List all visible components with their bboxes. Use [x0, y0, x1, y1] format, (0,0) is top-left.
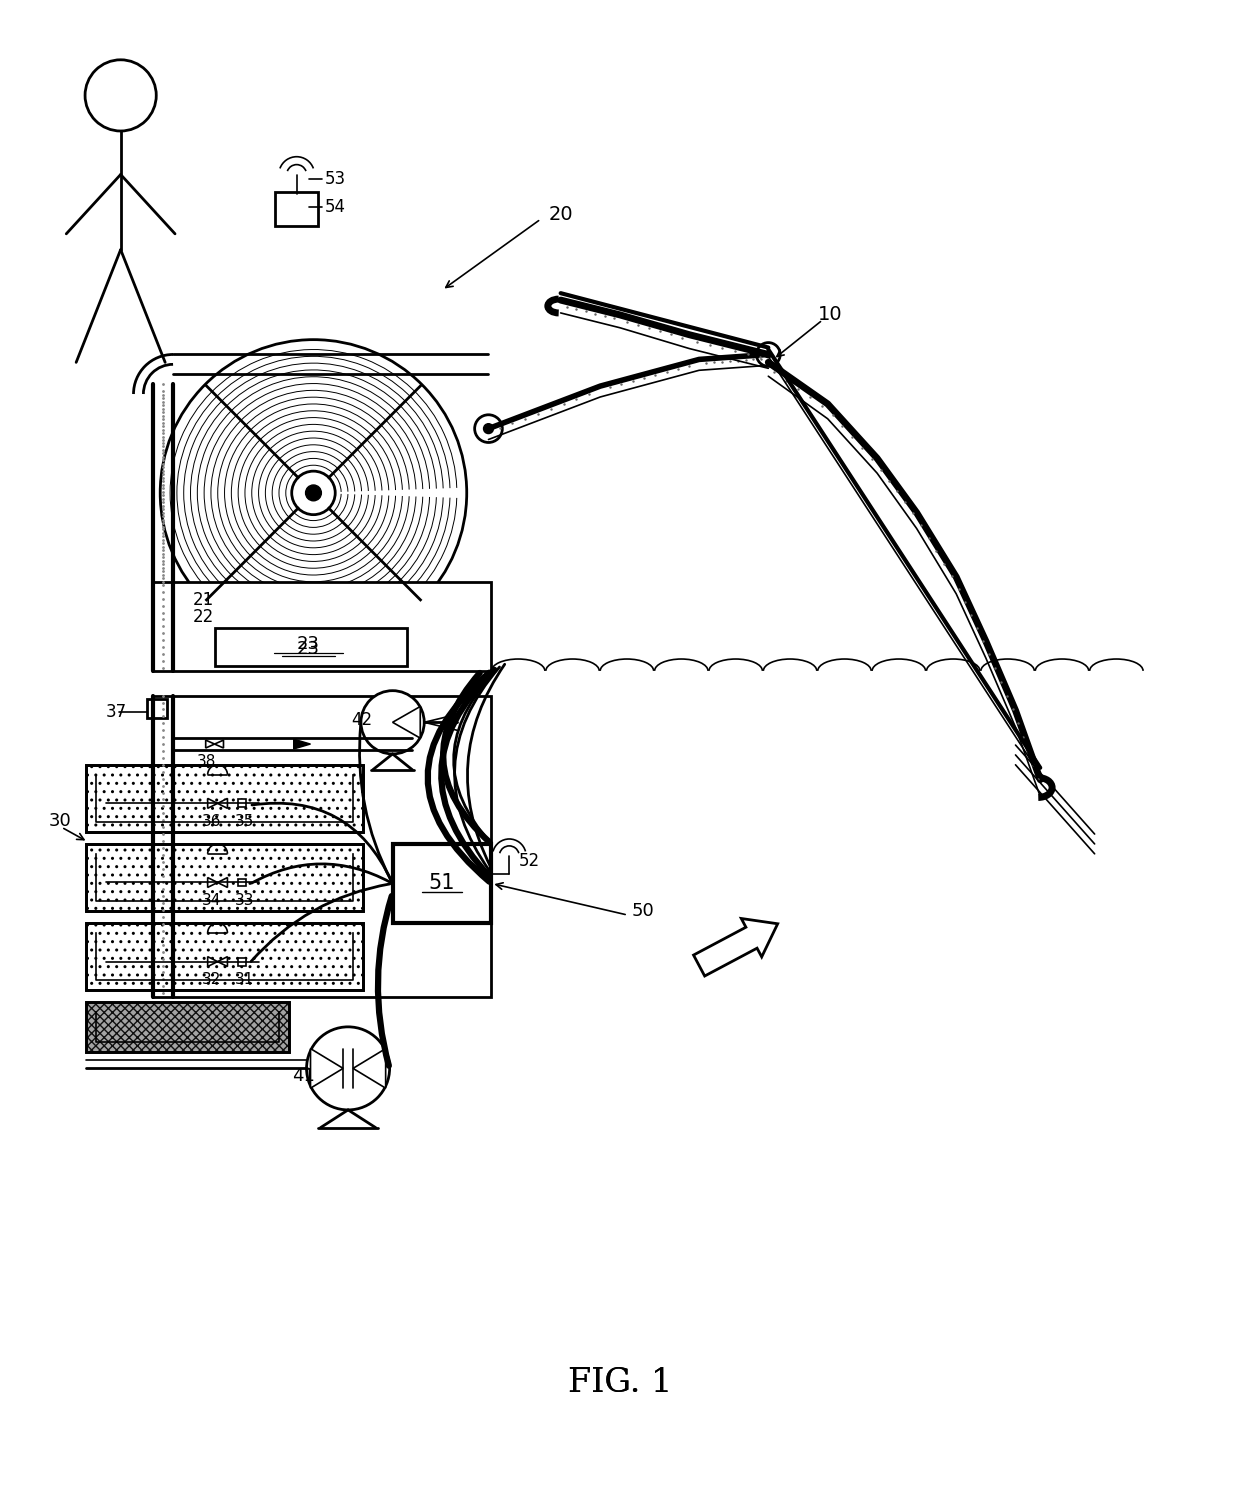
- Polygon shape: [217, 878, 227, 887]
- Bar: [238, 878, 247, 887]
- Polygon shape: [207, 957, 217, 966]
- Circle shape: [361, 691, 424, 753]
- Polygon shape: [217, 957, 227, 966]
- Text: 54: 54: [325, 198, 346, 216]
- Bar: [393, 843, 491, 923]
- Text: 52: 52: [520, 852, 541, 870]
- Bar: [86, 843, 363, 911]
- Polygon shape: [353, 1049, 386, 1088]
- Text: 50: 50: [632, 902, 655, 920]
- Circle shape: [86, 60, 156, 130]
- Circle shape: [160, 340, 466, 646]
- Text: 23: 23: [298, 635, 320, 653]
- Bar: [86, 923, 363, 990]
- Bar: [215, 628, 408, 667]
- Text: 42: 42: [351, 712, 372, 730]
- Text: FIG. 1: FIG. 1: [568, 1366, 672, 1399]
- Polygon shape: [294, 739, 310, 749]
- Text: 35: 35: [234, 813, 254, 828]
- Bar: [238, 800, 247, 807]
- Text: 22: 22: [193, 608, 215, 626]
- Bar: [154, 695, 491, 998]
- Bar: [238, 957, 247, 966]
- Text: 21: 21: [193, 590, 215, 608]
- Text: 30: 30: [48, 812, 71, 830]
- Bar: [154, 581, 491, 671]
- Polygon shape: [207, 798, 217, 809]
- Polygon shape: [310, 1049, 343, 1088]
- Text: FIG. 1: FIG. 1: [568, 1366, 672, 1399]
- Text: 37: 37: [105, 704, 126, 722]
- Text: 10: 10: [817, 306, 842, 325]
- Circle shape: [306, 1026, 389, 1110]
- Text: 33: 33: [234, 893, 254, 908]
- Circle shape: [291, 472, 335, 515]
- Text: 38: 38: [197, 755, 216, 770]
- Polygon shape: [207, 878, 217, 887]
- Circle shape: [764, 351, 773, 358]
- Text: 34: 34: [202, 893, 221, 908]
- Text: 36: 36: [202, 813, 221, 828]
- Text: 32: 32: [202, 972, 221, 987]
- Polygon shape: [215, 740, 223, 748]
- Bar: [86, 1002, 289, 1052]
- Bar: [86, 843, 363, 911]
- Text: 53: 53: [325, 171, 346, 189]
- Polygon shape: [217, 798, 227, 809]
- Bar: [275, 192, 319, 226]
- Text: 20: 20: [549, 205, 573, 223]
- Text: 31: 31: [234, 972, 254, 987]
- Bar: [86, 765, 363, 831]
- Polygon shape: [206, 740, 215, 748]
- Bar: [86, 923, 363, 990]
- Polygon shape: [693, 918, 777, 977]
- Circle shape: [484, 424, 494, 433]
- Polygon shape: [393, 707, 420, 739]
- Text: 23: 23: [298, 640, 320, 658]
- Bar: [86, 1002, 289, 1052]
- Bar: [148, 698, 167, 719]
- Circle shape: [305, 485, 321, 500]
- Circle shape: [756, 343, 780, 367]
- Text: 41: 41: [291, 1067, 315, 1085]
- Bar: [86, 765, 363, 831]
- Circle shape: [475, 415, 502, 442]
- Text: 51: 51: [429, 873, 455, 893]
